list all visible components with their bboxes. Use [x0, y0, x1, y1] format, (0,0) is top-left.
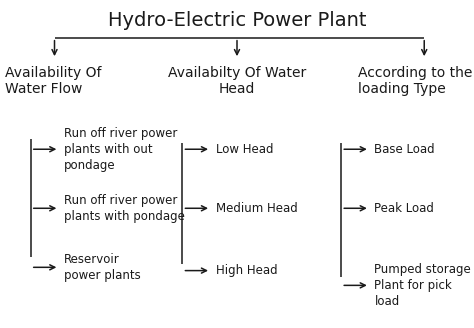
- Text: Medium Head: Medium Head: [216, 202, 297, 215]
- Text: Run off river power
plants with out
pondage: Run off river power plants with out pond…: [64, 127, 177, 172]
- Text: Reservoir
power plants: Reservoir power plants: [64, 253, 141, 282]
- Text: Peak Load: Peak Load: [374, 202, 434, 215]
- Text: Base Load: Base Load: [374, 143, 435, 156]
- Text: High Head: High Head: [216, 264, 277, 277]
- Text: Low Head: Low Head: [216, 143, 273, 156]
- Text: Run off river power
plants with pondage: Run off river power plants with pondage: [64, 194, 185, 223]
- Text: According to the
loading Type: According to the loading Type: [358, 66, 472, 96]
- Text: Availabilty Of Water
Head: Availabilty Of Water Head: [168, 66, 306, 96]
- Text: Hydro-Electric Power Plant: Hydro-Electric Power Plant: [108, 11, 366, 31]
- Text: Availability Of
Water Flow: Availability Of Water Flow: [5, 66, 101, 96]
- Text: Pumped storage
Plant for pick
load: Pumped storage Plant for pick load: [374, 263, 471, 308]
